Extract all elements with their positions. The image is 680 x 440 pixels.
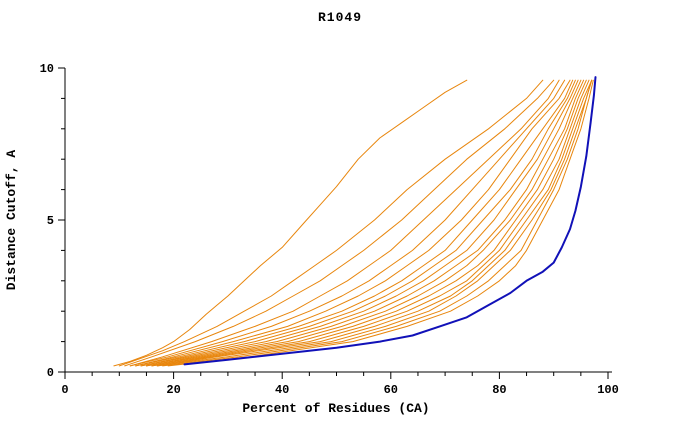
- series-model-09: [140, 79, 579, 367]
- series-model-16: [162, 79, 593, 367]
- series-highlighted-model: [183, 76, 597, 366]
- y-axis-label-group: Distance Cutoff, A: [4, 150, 19, 291]
- x-tick-label: 60: [384, 383, 398, 397]
- y-axis-label: Distance Cutoff, A: [4, 150, 19, 291]
- x-tick-label: 80: [492, 383, 506, 397]
- x-tick-label: 100: [597, 383, 619, 397]
- series-model-15: [156, 79, 593, 367]
- series-model-02: [118, 79, 544, 367]
- series-model-14: [156, 79, 593, 367]
- series-model-outlier: [113, 79, 468, 367]
- axes: 0 20 40 60 80 100 0 5 10: [40, 62, 619, 397]
- series-model-13: [151, 79, 590, 367]
- series-model-05: [129, 79, 566, 367]
- y-tick-label: 10: [40, 62, 54, 76]
- series-model-10: [145, 79, 582, 367]
- series-model-03: [124, 79, 555, 367]
- chart-title: R1049: [318, 10, 362, 25]
- series-model-07: [135, 79, 574, 367]
- series-model-08: [140, 79, 576, 367]
- x-tick-label: 0: [61, 383, 68, 397]
- y-tick-label: 5: [47, 214, 54, 228]
- series-model-04: [129, 79, 560, 367]
- x-axis-label: Percent of Residues (CA): [242, 401, 429, 416]
- x-tick-label: 40: [275, 383, 289, 397]
- series-model-17: [167, 79, 594, 367]
- x-tick-label: 20: [166, 383, 180, 397]
- y-tick-label: 0: [47, 366, 54, 380]
- series-group: [113, 76, 597, 367]
- series-model-11: [145, 79, 585, 367]
- series-model-12: [151, 79, 587, 367]
- series-model-06: [135, 79, 571, 367]
